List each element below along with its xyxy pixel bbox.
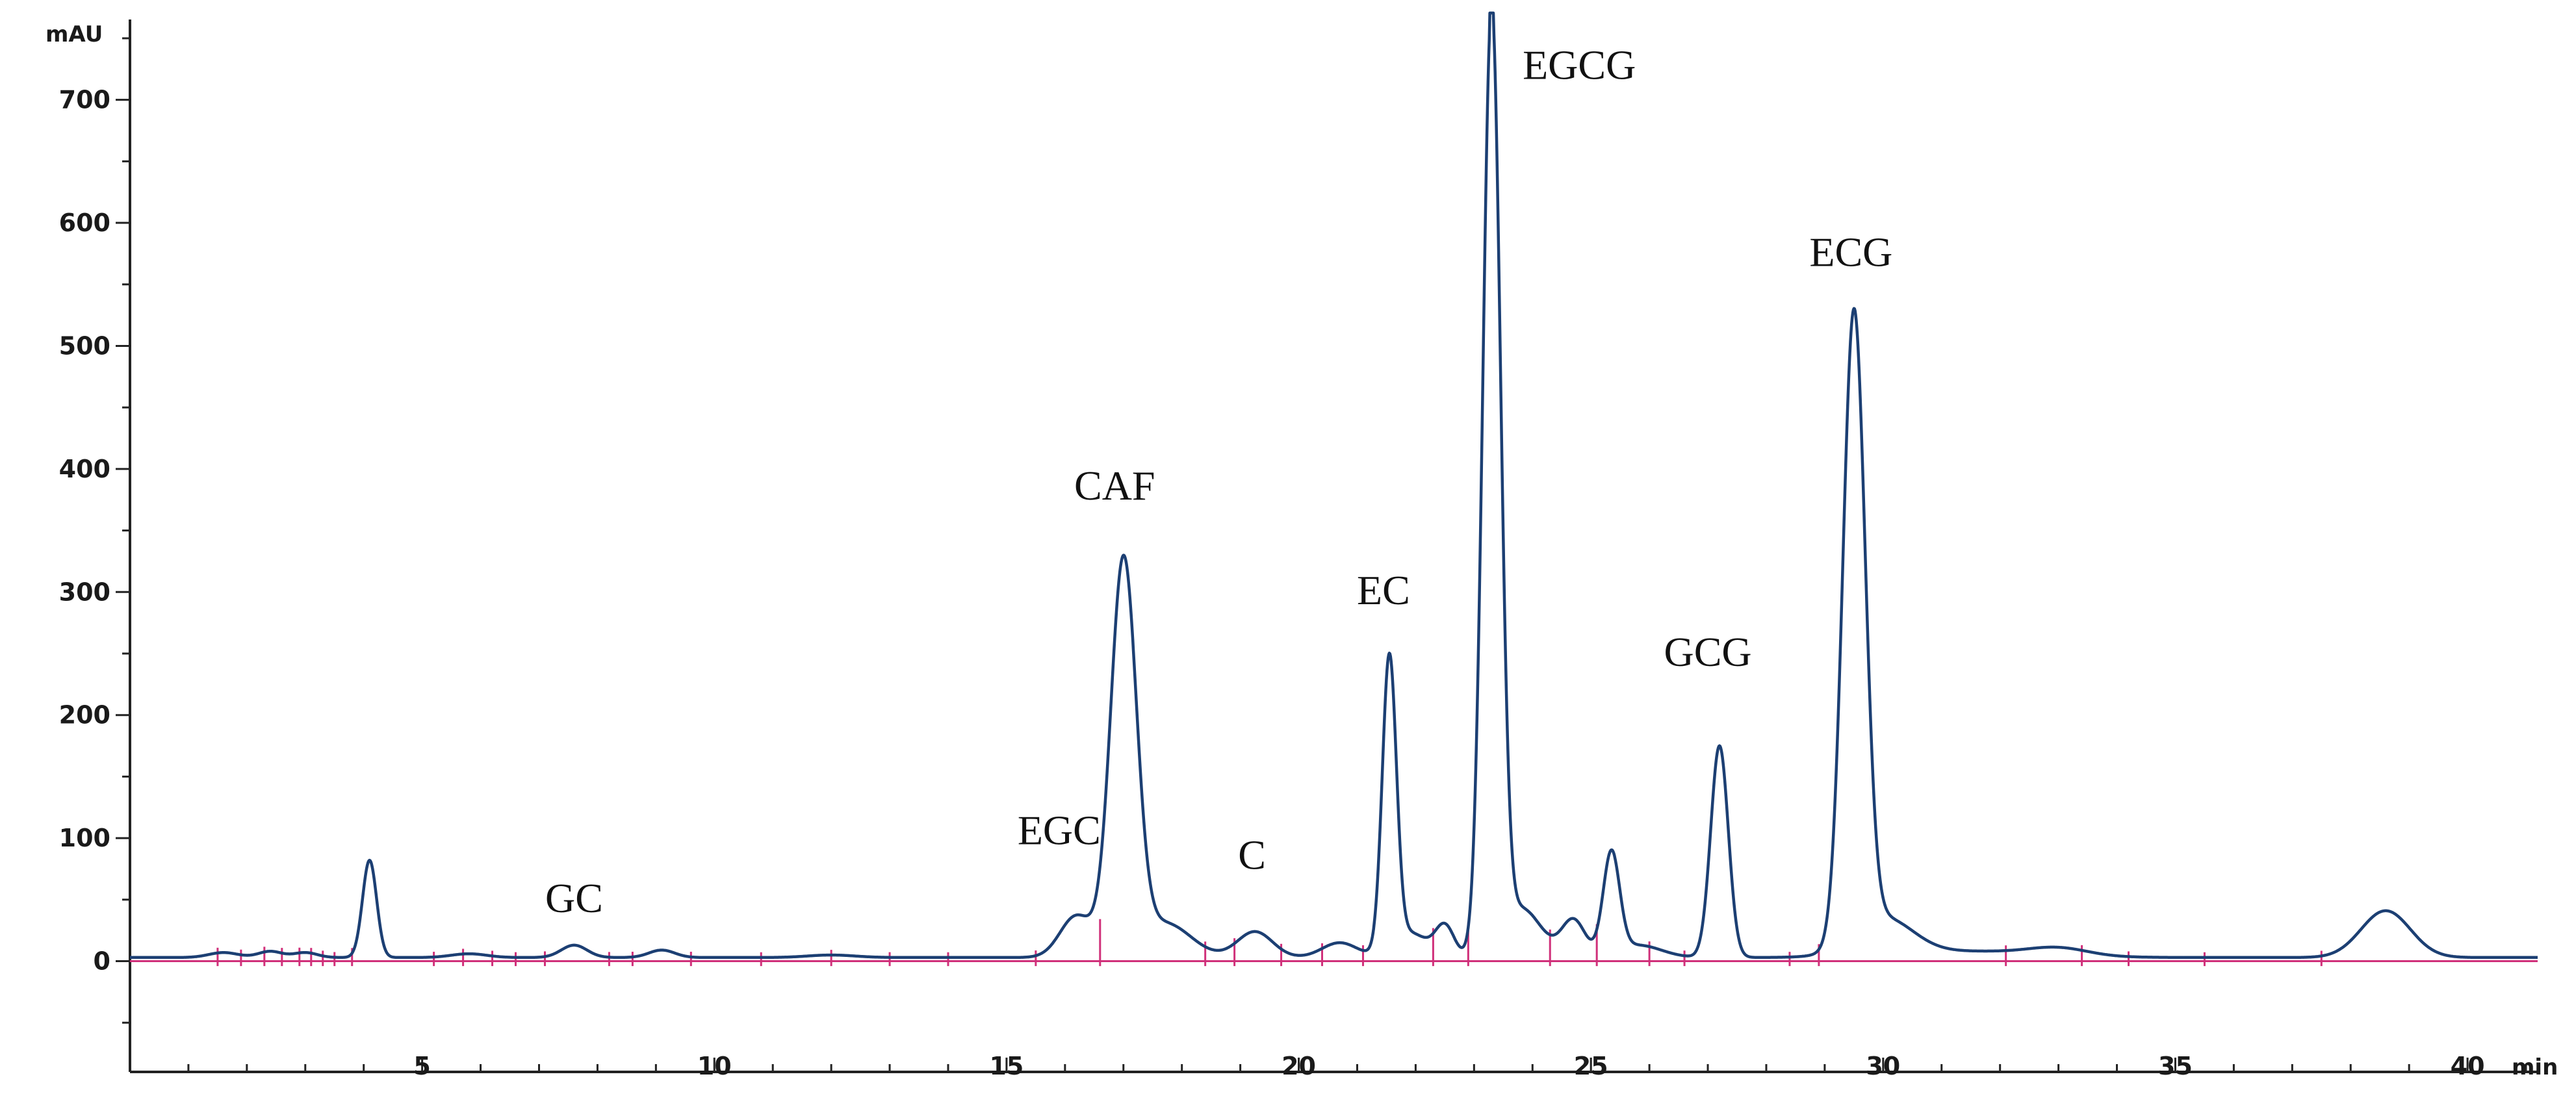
y-ticks: 0 100 200 300 400 500 600 700	[59, 37, 130, 1024]
x-axis-unit-label: min	[2512, 1054, 2558, 1080]
y-axis-unit-label: mAU	[45, 21, 103, 47]
y-tick-label: 100	[59, 824, 110, 852]
x-tick-label: 25	[1574, 1052, 1608, 1080]
peak-label-ec: EC	[1357, 567, 1410, 613]
x-tick-label: 15	[989, 1052, 1024, 1080]
peak-label-egc: EGC	[1018, 808, 1101, 854]
y-tick-label: 700	[59, 86, 110, 114]
y-tick-label: 400	[59, 455, 110, 483]
x-tick-label: 40	[2451, 1052, 2485, 1080]
y-tick-label: 500	[59, 331, 110, 360]
peak-label-egcg: EGCG	[1523, 42, 1636, 88]
x-ticks: 5 10 15 20 25 30 35 40	[187, 1052, 2527, 1080]
x-tick-label: 20	[1282, 1052, 1316, 1080]
axes	[129, 19, 2538, 1073]
peak-label-c: C	[1238, 832, 1266, 878]
y-tick-label: 600	[59, 209, 110, 237]
x-tick-label: 35	[2158, 1052, 2193, 1080]
peak-annotations: GC EGC CAF C EC EGCG GCG ECG	[545, 42, 1892, 921]
peak-label-caf: CAF	[1074, 463, 1155, 509]
peak-label-gcg: GCG	[1664, 629, 1751, 675]
peak-label-ecg: ECG	[1809, 229, 1892, 275]
chromatogram-trace	[129, 11, 2539, 960]
integration-marks	[216, 919, 2323, 967]
x-tick-label: 5	[413, 1052, 430, 1080]
y-tick-label: 200	[59, 701, 110, 730]
peak-label-gc: GC	[545, 875, 603, 921]
x-tick-label: 10	[697, 1052, 732, 1080]
y-tick-label: 0	[94, 947, 110, 976]
x-tick-label: 30	[1866, 1052, 1900, 1080]
y-tick-label: 300	[59, 578, 110, 606]
trace	[129, 11, 2539, 960]
